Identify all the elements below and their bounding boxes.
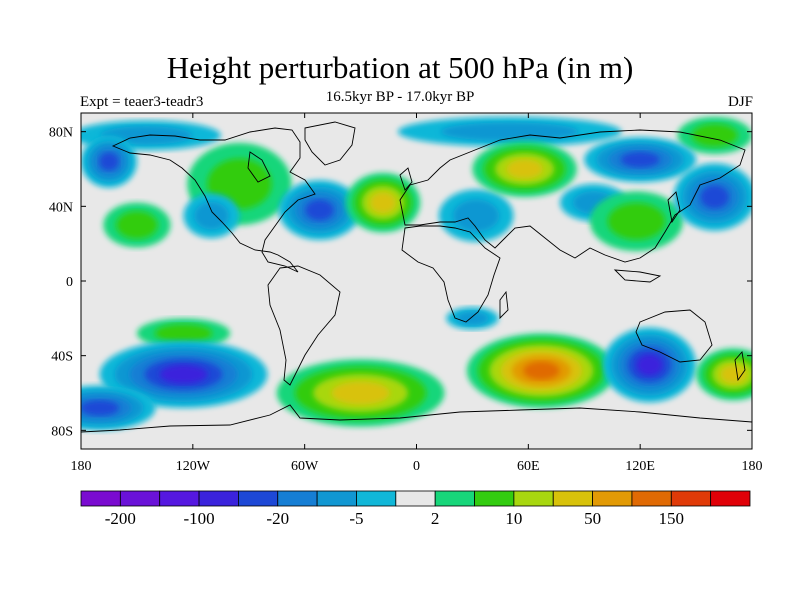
contour-band: [523, 361, 560, 380]
colorbar-label: -100: [183, 509, 214, 528]
colorbar-box: [238, 490, 279, 507]
colorbar-box: [631, 490, 672, 507]
colorbar-boxes: [80, 490, 751, 507]
chart-subtitle: 16.5kyr BP - 17.0kyr BP: [325, 89, 475, 105]
lon-tick-label: 180: [71, 459, 92, 474]
contour-band: [159, 364, 208, 384]
map-panel: 80N 40N 0 40S 80S 180 120W 60W 0 60E 120E 180: [49, 112, 763, 474]
colorbar-label: 150: [659, 509, 685, 528]
contour-band: [81, 400, 120, 416]
contour-band: [607, 202, 666, 240]
colorbar-labels: -200 -100 -20 -5 2 10 50 150: [105, 509, 684, 528]
lat-tick-label: 80S: [51, 424, 73, 439]
chart-title: Height perturbation at 500 hPa (in m): [166, 50, 634, 85]
contour-band: [331, 381, 390, 405]
contour-band: [691, 123, 738, 147]
colorbar-label: -5: [349, 509, 363, 528]
coastlines: [81, 121, 752, 433]
colorbar-box: [434, 490, 475, 507]
contour-band: [636, 354, 663, 376]
colorbar-box: [159, 490, 200, 507]
contour-field: [584, 137, 697, 183]
contour-field: [345, 172, 421, 233]
experiment-label: Expt = teaer3-teadr3: [80, 94, 204, 110]
colorbar-box: [670, 490, 712, 507]
latitude-labels: 80N 40N 0 40S 80S: [49, 126, 73, 440]
colorbar-label: 2: [431, 509, 440, 528]
contour-field: [602, 327, 697, 403]
lat-tick-label: 80N: [49, 126, 73, 141]
contour-field: [696, 348, 752, 401]
contour-field: [677, 116, 752, 155]
contour-band: [154, 324, 213, 343]
lon-tick-label: 180: [742, 459, 763, 474]
colorbar-box: [316, 490, 357, 507]
contour-field: [103, 202, 171, 248]
contour-band: [99, 152, 119, 171]
colorbar-box: [119, 490, 161, 507]
contour-field: [466, 333, 616, 408]
contour-field: [472, 141, 577, 197]
season-label: DJF: [727, 94, 753, 110]
contour-band: [456, 311, 489, 326]
contour-field: [99, 340, 268, 408]
contour-field: [81, 135, 137, 188]
contour-band: [700, 185, 729, 209]
lon-tick-label: 120E: [625, 459, 655, 474]
contour-field: [136, 318, 231, 349]
colorbar-box: [710, 490, 751, 507]
lon-tick-label: 60W: [291, 459, 319, 474]
colorbar-box: [198, 490, 239, 507]
lon-tick-label: 120W: [176, 459, 211, 474]
colorbar-box: [592, 490, 633, 507]
colorbar-box: [80, 490, 121, 507]
colorbar-label: 10: [505, 509, 522, 528]
colorbar-box: [552, 490, 593, 507]
colorbar-box: [277, 490, 318, 507]
colorbar-box: [474, 490, 515, 507]
contour-field: [446, 307, 499, 330]
colorbar-box: [395, 490, 436, 507]
contour-band: [194, 201, 229, 230]
map-axis-ticks: [80, 113, 753, 449]
contour-field: [81, 385, 156, 431]
contour-band: [506, 159, 543, 179]
contour-field: [673, 163, 752, 231]
contour-field: [397, 116, 622, 147]
colorbar-label: -20: [266, 509, 289, 528]
colorbar-box: [513, 490, 554, 507]
colorbar: -200 -100 -20 -5 2 10 50 150: [80, 490, 751, 528]
contour-band: [116, 211, 158, 239]
colorbar-box: [356, 490, 397, 507]
contour-field: [438, 189, 514, 242]
contour-field: [276, 359, 445, 427]
contour-band: [620, 151, 660, 168]
longitude-labels: 180 120W 60W 0 60E 120E 180: [71, 459, 763, 474]
lon-tick-label: 60E: [517, 459, 540, 474]
contour-band: [720, 365, 747, 384]
contour-band: [453, 199, 500, 232]
contour-band: [369, 192, 396, 213]
contour-field: [589, 191, 684, 252]
lat-tick-label: 0: [66, 275, 73, 290]
colorbar-label: -200: [105, 509, 136, 528]
colorbar-label: 50: [584, 509, 601, 528]
lon-tick-label: 0: [413, 459, 420, 474]
contour-field: [183, 193, 240, 239]
contour-band: [305, 199, 334, 221]
lat-tick-label: 40N: [49, 200, 73, 215]
lat-tick-label: 40S: [51, 350, 73, 365]
